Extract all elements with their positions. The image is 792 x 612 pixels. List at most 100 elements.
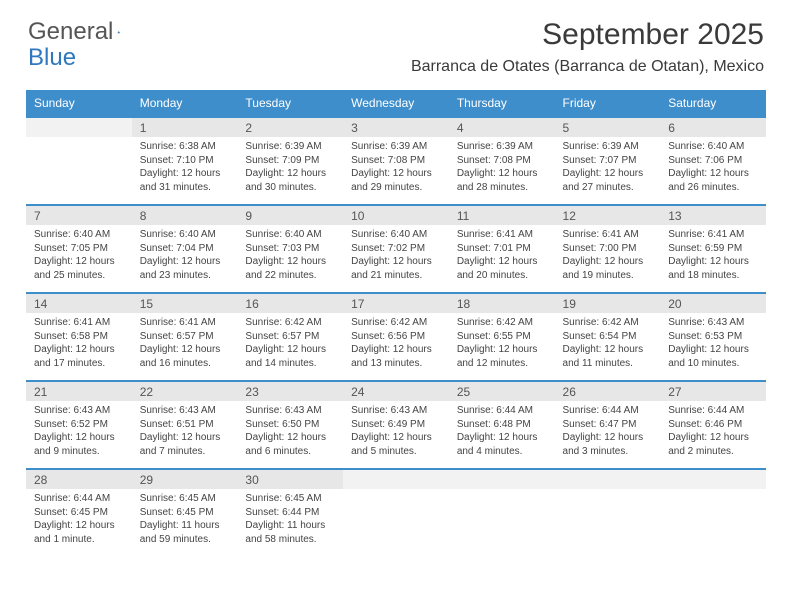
day-number-cell: 20 — [660, 293, 766, 313]
sunrise-line: Sunrise: 6:38 AM — [140, 140, 230, 154]
day-number-cell — [343, 469, 449, 489]
day-number-cell: 7 — [26, 205, 132, 225]
calendar-body: 123456Sunrise: 6:38 AMSunset: 7:10 PMDay… — [26, 117, 766, 557]
day-number-cell: 27 — [660, 381, 766, 401]
sunset-line: Sunset: 6:57 PM — [140, 330, 230, 344]
sunset-line: Sunset: 6:53 PM — [668, 330, 758, 344]
sunset-line: Sunset: 6:50 PM — [245, 418, 335, 432]
daylight-line: Daylight: 11 hours and 58 minutes. — [245, 519, 335, 546]
day-content-cell — [26, 137, 132, 205]
day-content-cell: Sunrise: 6:43 AMSunset: 6:53 PMDaylight:… — [660, 313, 766, 381]
sunrise-line: Sunrise: 6:41 AM — [668, 228, 758, 242]
day-content-cell: Sunrise: 6:45 AMSunset: 6:44 PMDaylight:… — [237, 489, 343, 557]
weekday-header: Tuesday — [237, 90, 343, 117]
day-content-cell: Sunrise: 6:38 AMSunset: 7:10 PMDaylight:… — [132, 137, 238, 205]
day-content-cell — [555, 489, 661, 557]
daylight-line: Daylight: 12 hours and 30 minutes. — [245, 167, 335, 194]
sunrise-line: Sunrise: 6:41 AM — [140, 316, 230, 330]
daylight-line: Daylight: 12 hours and 7 minutes. — [140, 431, 230, 458]
sunrise-line: Sunrise: 6:44 AM — [563, 404, 653, 418]
day-content-cell: Sunrise: 6:40 AMSunset: 7:03 PMDaylight:… — [237, 225, 343, 293]
sunrise-line: Sunrise: 6:40 AM — [245, 228, 335, 242]
sunset-line: Sunset: 6:51 PM — [140, 418, 230, 432]
day-content-cell: Sunrise: 6:41 AMSunset: 7:00 PMDaylight:… — [555, 225, 661, 293]
day-content-cell: Sunrise: 6:42 AMSunset: 6:57 PMDaylight:… — [237, 313, 343, 381]
sunrise-line: Sunrise: 6:42 AM — [245, 316, 335, 330]
day-content-cell: Sunrise: 6:41 AMSunset: 6:57 PMDaylight:… — [132, 313, 238, 381]
daylight-line: Daylight: 12 hours and 25 minutes. — [34, 255, 124, 282]
daylight-line: Daylight: 12 hours and 10 minutes. — [668, 343, 758, 370]
sunset-line: Sunset: 7:02 PM — [351, 242, 441, 256]
day-number-cell: 2 — [237, 117, 343, 137]
daylight-line: Daylight: 12 hours and 2 minutes. — [668, 431, 758, 458]
day-number-row: 282930 — [26, 469, 766, 489]
daylight-line: Daylight: 12 hours and 3 minutes. — [563, 431, 653, 458]
sunset-line: Sunset: 7:08 PM — [457, 154, 547, 168]
daylight-line: Daylight: 12 hours and 12 minutes. — [457, 343, 547, 370]
day-content-cell: Sunrise: 6:42 AMSunset: 6:55 PMDaylight:… — [449, 313, 555, 381]
title-block: September 2025 Barranca de Otates (Barra… — [411, 18, 764, 76]
sunrise-line: Sunrise: 6:39 AM — [563, 140, 653, 154]
day-number-row: 123456 — [26, 117, 766, 137]
day-content-cell: Sunrise: 6:41 AMSunset: 6:58 PMDaylight:… — [26, 313, 132, 381]
day-content-row: Sunrise: 6:40 AMSunset: 7:05 PMDaylight:… — [26, 225, 766, 293]
sunrise-line: Sunrise: 6:42 AM — [563, 316, 653, 330]
day-number-row: 14151617181920 — [26, 293, 766, 313]
sunset-line: Sunset: 6:59 PM — [668, 242, 758, 256]
daylight-line: Daylight: 12 hours and 6 minutes. — [245, 431, 335, 458]
day-content-cell: Sunrise: 6:41 AMSunset: 6:59 PMDaylight:… — [660, 225, 766, 293]
day-content-cell: Sunrise: 6:42 AMSunset: 6:56 PMDaylight:… — [343, 313, 449, 381]
daylight-line: Daylight: 12 hours and 26 minutes. — [668, 167, 758, 194]
daylight-line: Daylight: 12 hours and 13 minutes. — [351, 343, 441, 370]
daylight-line: Daylight: 12 hours and 1 minute. — [34, 519, 124, 546]
day-number-cell — [449, 469, 555, 489]
sunset-line: Sunset: 7:00 PM — [563, 242, 653, 256]
day-content-cell: Sunrise: 6:44 AMSunset: 6:46 PMDaylight:… — [660, 401, 766, 469]
daylight-line: Daylight: 12 hours and 4 minutes. — [457, 431, 547, 458]
sunset-line: Sunset: 6:49 PM — [351, 418, 441, 432]
day-number-cell: 23 — [237, 381, 343, 401]
daylight-line: Daylight: 12 hours and 20 minutes. — [457, 255, 547, 282]
day-number-cell — [26, 117, 132, 137]
day-number-row: 21222324252627 — [26, 381, 766, 401]
day-number-cell: 21 — [26, 381, 132, 401]
day-number-cell: 8 — [132, 205, 238, 225]
day-number-cell — [555, 469, 661, 489]
day-content-cell — [343, 489, 449, 557]
logo-text-blue: Blue — [28, 44, 76, 72]
daylight-line: Daylight: 12 hours and 29 minutes. — [351, 167, 441, 194]
sunrise-line: Sunrise: 6:41 AM — [457, 228, 547, 242]
day-number-cell: 6 — [660, 117, 766, 137]
day-content-cell: Sunrise: 6:40 AMSunset: 7:05 PMDaylight:… — [26, 225, 132, 293]
sunrise-line: Sunrise: 6:45 AM — [140, 492, 230, 506]
day-content-row: Sunrise: 6:38 AMSunset: 7:10 PMDaylight:… — [26, 137, 766, 205]
logo-sail-icon — [117, 22, 121, 42]
day-number-cell — [660, 469, 766, 489]
sunrise-line: Sunrise: 6:40 AM — [34, 228, 124, 242]
day-content-cell: Sunrise: 6:45 AMSunset: 6:45 PMDaylight:… — [132, 489, 238, 557]
sunrise-line: Sunrise: 6:40 AM — [140, 228, 230, 242]
sunset-line: Sunset: 6:45 PM — [34, 506, 124, 520]
daylight-line: Daylight: 12 hours and 22 minutes. — [245, 255, 335, 282]
sunset-line: Sunset: 6:45 PM — [140, 506, 230, 520]
day-number-cell: 14 — [26, 293, 132, 313]
day-content-cell: Sunrise: 6:42 AMSunset: 6:54 PMDaylight:… — [555, 313, 661, 381]
sunset-line: Sunset: 7:07 PM — [563, 154, 653, 168]
weekday-header-row: Sunday Monday Tuesday Wednesday Thursday… — [26, 90, 766, 117]
day-number-cell: 28 — [26, 469, 132, 489]
day-content-cell: Sunrise: 6:43 AMSunset: 6:52 PMDaylight:… — [26, 401, 132, 469]
logo: General — [28, 18, 141, 46]
location-subtitle: Barranca de Otates (Barranca de Otatan),… — [411, 58, 764, 76]
day-number-cell: 3 — [343, 117, 449, 137]
sunset-line: Sunset: 6:44 PM — [245, 506, 335, 520]
sunrise-line: Sunrise: 6:44 AM — [457, 404, 547, 418]
calendar-table: Sunday Monday Tuesday Wednesday Thursday… — [26, 90, 766, 557]
month-title: September 2025 — [411, 18, 764, 52]
logo-text-general: General — [28, 18, 113, 46]
day-number-cell: 17 — [343, 293, 449, 313]
daylight-line: Daylight: 12 hours and 31 minutes. — [140, 167, 230, 194]
header: General September 2025 Barranca de Otate… — [0, 0, 792, 76]
sunset-line: Sunset: 6:48 PM — [457, 418, 547, 432]
day-content-cell: Sunrise: 6:40 AMSunset: 7:04 PMDaylight:… — [132, 225, 238, 293]
sunset-line: Sunset: 6:56 PM — [351, 330, 441, 344]
